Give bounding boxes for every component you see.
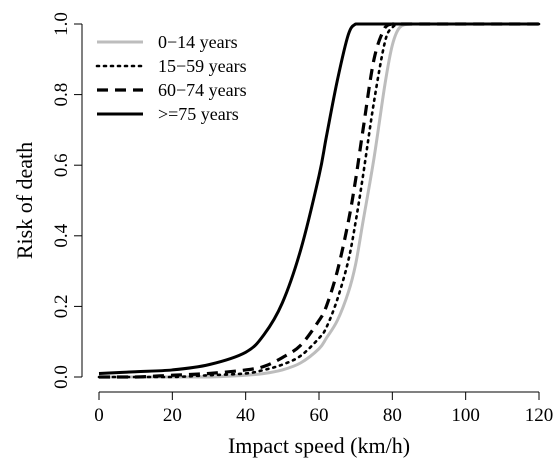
y-tick-label: 0.8 xyxy=(51,83,72,107)
series-layer xyxy=(97,22,541,379)
y-tick-label: 0.4 xyxy=(51,223,72,247)
series-line-3 xyxy=(98,22,539,375)
y-tick-label: 0.6 xyxy=(51,153,72,177)
legend: 0−14 years 15−59 years 60−74 years >=75 yea… xyxy=(95,32,247,124)
y-axis-ticks: 0.0 0.2 0.4 0.6 0.8 1.0 xyxy=(51,12,82,389)
series-line-1 xyxy=(97,22,541,379)
legend-label-3: >=75 years xyxy=(158,104,239,124)
y-tick-label: 0.0 xyxy=(51,365,72,389)
legend-label-1: 15−59 years xyxy=(158,56,247,76)
x-tick-label: 20 xyxy=(163,405,182,426)
legend-label-0: 0−14 years xyxy=(158,32,238,52)
x-axis-ticks: 0 20 40 60 80 100 120 xyxy=(94,392,553,426)
y-tick-label: 0.2 xyxy=(51,295,72,319)
x-tick-label: 120 xyxy=(525,405,554,426)
y-tick-label: 1.0 xyxy=(51,12,72,36)
x-tick-label: 60 xyxy=(310,405,329,426)
series-line-2 xyxy=(99,22,539,379)
x-axis-title: Impact speed (km/h) xyxy=(228,433,410,458)
x-tick-label: 0 xyxy=(94,405,104,426)
y-axis-title: Risk of death xyxy=(12,142,37,259)
x-tick-label: 80 xyxy=(383,405,402,426)
legend-label-2: 60−74 years xyxy=(158,80,247,100)
x-tick-label: 40 xyxy=(236,405,255,426)
series-line-0 xyxy=(99,22,539,379)
x-tick-label: 100 xyxy=(451,405,480,426)
